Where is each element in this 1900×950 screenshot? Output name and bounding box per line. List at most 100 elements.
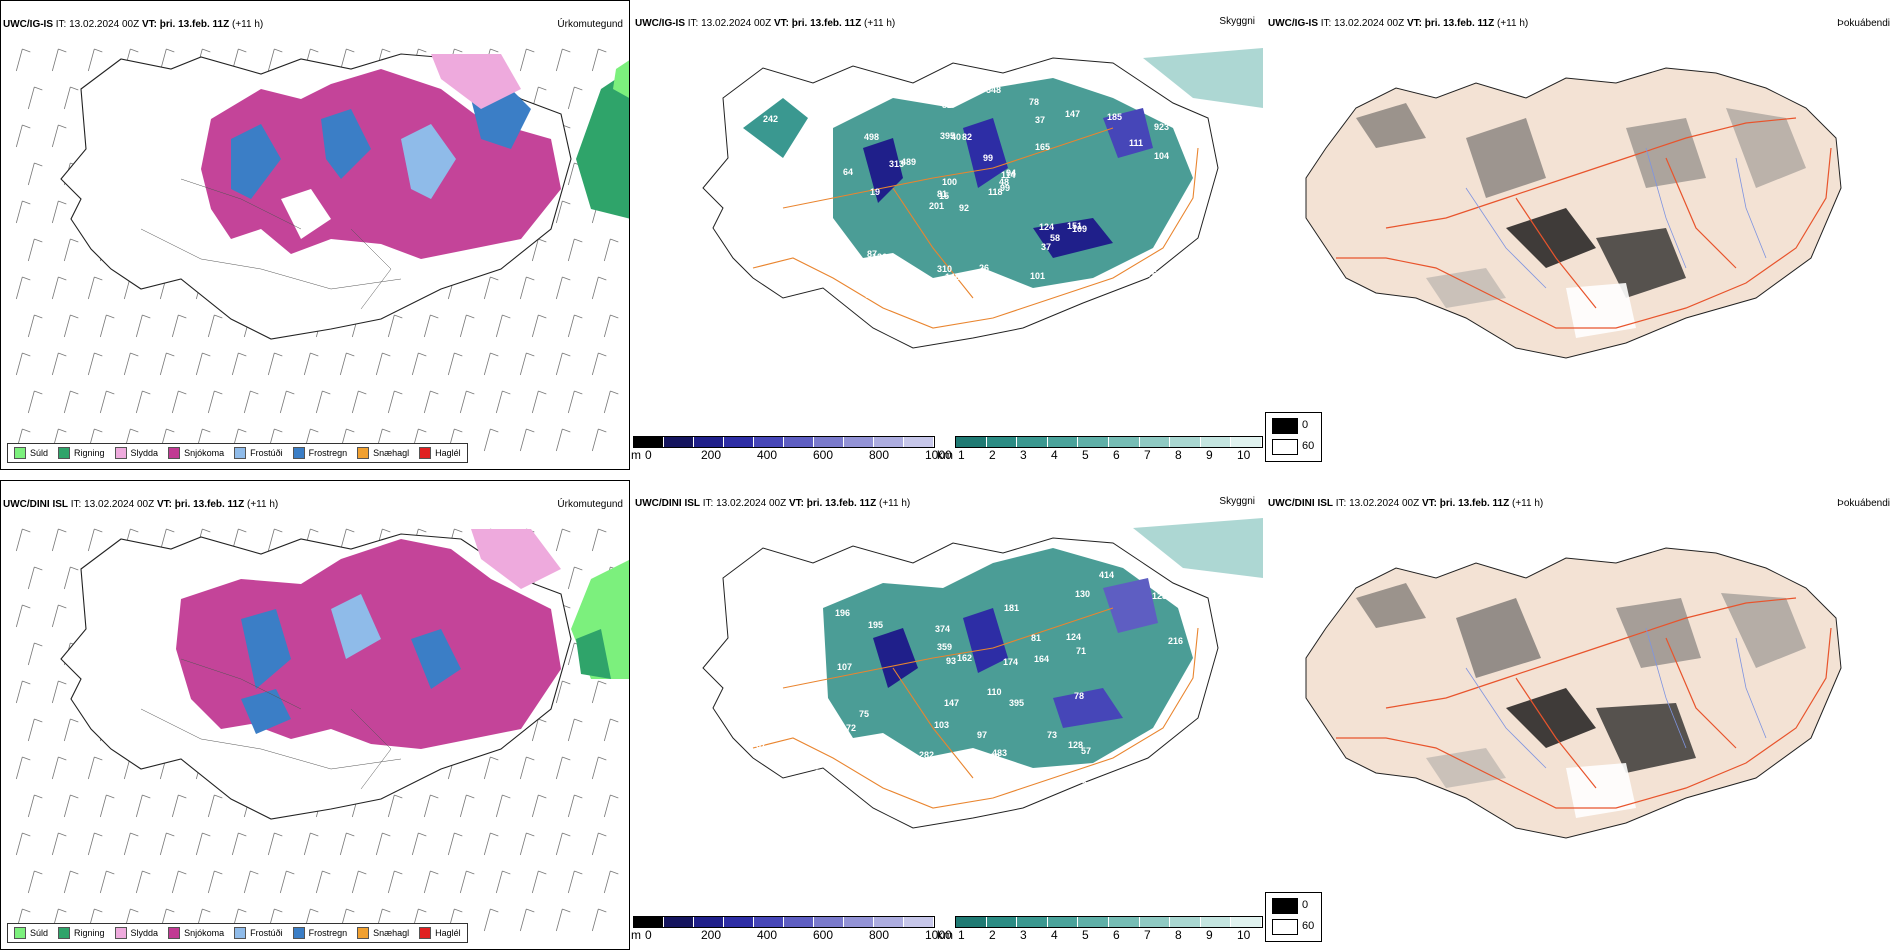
wind-barb: [27, 86, 43, 110]
wind-barb: [303, 352, 319, 376]
wind-barb: [375, 832, 391, 856]
visibility-tick: 4: [1051, 928, 1058, 942]
legend-item: Frostregn: [292, 927, 347, 939]
visibility-value: 69: [801, 134, 811, 144]
visibility-tick: 2: [989, 928, 996, 942]
wind-barb: [243, 390, 259, 414]
fog-panel-1: UWC/IG-IS IT: 13.02.2024 00Z VT: þri. 13…: [1266, 0, 1896, 470]
wind-barb: [567, 314, 583, 338]
height-tick: 1000: [925, 448, 952, 462]
legend-label: Snjókoma: [184, 928, 225, 938]
wind-barb: [603, 870, 619, 894]
legend-item: Rigning: [58, 447, 105, 459]
wind-barb: [603, 238, 619, 262]
wind-barb: [531, 794, 547, 818]
wind-barb: [603, 794, 619, 818]
fog-key-dark: [1272, 418, 1298, 434]
visibility-value: 26: [979, 263, 989, 273]
visibility-value: 97: [977, 730, 987, 740]
visibility-value: 87: [867, 249, 877, 259]
visibility-value: 123: [1152, 591, 1167, 601]
visibility-tick: 10: [1237, 928, 1251, 942]
wind-barb: [15, 528, 31, 552]
wind-barb: [27, 238, 43, 262]
wind-barb: [591, 276, 607, 300]
legend-item: Súld: [14, 447, 48, 459]
wind-barb: [63, 870, 79, 894]
height-tick: 0: [645, 448, 652, 462]
wind-barb: [483, 428, 499, 452]
visibility-value: 374: [935, 624, 950, 634]
visibility-header-2: UWC/DINI ISL IT: 13.02.2024 00Z VT: þri.…: [635, 498, 911, 509]
visibility-value: 313: [889, 159, 904, 169]
visibility-value: 188: [766, 599, 781, 609]
visibility-swatch: [1078, 437, 1109, 447]
wind-barb: [591, 908, 607, 932]
visibility-value: 48: [999, 177, 1009, 187]
wind-barb: [267, 832, 283, 856]
precip-type-panel-2: UWC/DINI ISL IT: 13.02.2024 00Z VT: þri.…: [0, 480, 630, 950]
visibility-value: 136: [756, 159, 771, 169]
visibility-value: 395: [940, 131, 955, 141]
height-tick: 200: [701, 928, 722, 942]
wind-barb: [27, 390, 43, 414]
legend-swatch: [168, 927, 181, 939]
visibility-value: 142: [853, 275, 868, 285]
wind-barb: [555, 352, 571, 376]
legend-swatch: [58, 927, 71, 939]
wind-barb: [51, 680, 67, 704]
visibility-value: 148: [1147, 293, 1162, 303]
wind-barb: [483, 756, 499, 780]
visibility-value: 15: [939, 191, 949, 201]
visibility-tick: 3: [1020, 448, 1027, 462]
visibility-value: 92: [959, 203, 969, 213]
fog-key-2: 0 60: [1265, 892, 1322, 942]
visibility-value: 40: [951, 132, 961, 142]
wind-barb: [423, 314, 439, 338]
visibility-value: 103: [934, 720, 949, 730]
legend-label: Snjókoma: [184, 448, 225, 458]
visibility-value: 70: [945, 569, 955, 579]
wind-barb: [51, 756, 67, 780]
visibility-swatch: [1200, 437, 1232, 447]
wind-barb: [207, 390, 223, 414]
height-tick: 800: [869, 448, 890, 462]
visibility-swatch: [1047, 917, 1079, 927]
legend-label: Frostúði: [250, 928, 283, 938]
legend-label: Rigning: [74, 928, 105, 938]
fog-key-light: [1272, 919, 1298, 935]
legend-swatch: [292, 927, 305, 939]
wind-barb: [267, 528, 283, 552]
height-tick: 800: [869, 928, 890, 942]
visibility-value: 174: [1003, 657, 1018, 667]
visibility-value: 124: [1066, 632, 1081, 642]
wind-barb: [99, 390, 115, 414]
wind-barb: [555, 756, 571, 780]
wind-barb: [171, 794, 187, 818]
wind-barb: [267, 352, 283, 376]
precip-header-2: UWC/DINI ISL IT: 13.02.2024 00Z VT: þri.…: [3, 499, 279, 510]
wind-barb: [375, 352, 391, 376]
visibility-tick: 9: [1206, 928, 1213, 942]
height-unit: m: [631, 448, 641, 462]
fog-key-1: 0 60: [1265, 412, 1322, 462]
wind-barb: [87, 352, 103, 376]
visibility-tick: 5: [1082, 928, 1089, 942]
wind-barb: [483, 908, 499, 932]
wind-barb: [387, 794, 403, 818]
wind-barb: [423, 870, 439, 894]
fog-map-2: [1305, 547, 1842, 839]
wind-barb: [279, 390, 295, 414]
height-tick: 400: [757, 448, 778, 462]
wind-barb: [135, 314, 151, 338]
wind-barb: [519, 832, 535, 856]
wind-barb: [51, 604, 67, 628]
visibility-value: 162: [957, 653, 972, 663]
visibility-value: 126: [791, 298, 806, 308]
wind-barb: [483, 832, 499, 856]
visibility-value: 64: [843, 167, 853, 177]
wind-barb: [51, 124, 67, 148]
visibility-value: 147: [1065, 109, 1080, 119]
visibility-value: 86: [767, 604, 777, 614]
wind-barb: [195, 352, 211, 376]
